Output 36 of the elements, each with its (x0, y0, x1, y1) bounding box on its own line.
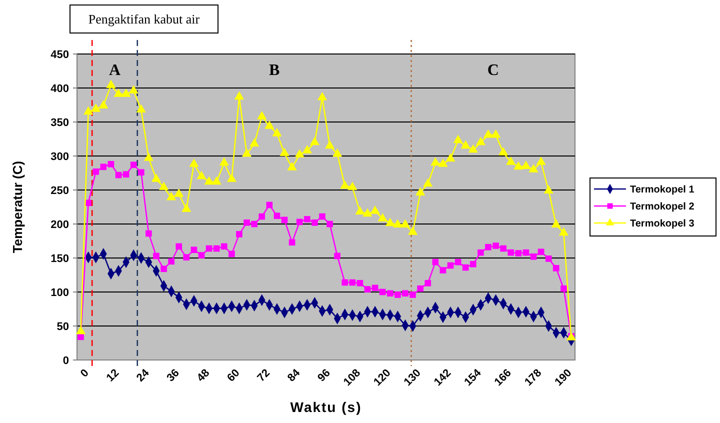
y-tick-label: 0 (62, 354, 69, 367)
y-tick-label: 400 (50, 82, 69, 95)
x-tick-label: 142 (432, 367, 454, 389)
x-tick-label: 84 (285, 366, 304, 384)
x-axis-title: Waktu (s) (290, 399, 362, 415)
y-tick-label: 100 (50, 286, 69, 299)
text: Pengaktifan kabut air (88, 12, 200, 27)
x-tick-label: 24 (134, 366, 152, 384)
x-tick-label: 154 (462, 366, 484, 389)
y-tick-label: 50 (56, 320, 69, 333)
y-axis-title: Temperatur (C) (10, 160, 25, 254)
y-tick-label: 200 (50, 218, 69, 231)
x-tick-label: 120 (372, 367, 394, 389)
annotation: A (108, 62, 121, 79)
legend-label: Termokopel 3 (630, 218, 695, 230)
x-tick-label: 166 (492, 367, 514, 389)
x-tick-label: 96 (316, 367, 333, 384)
y-tick-label: 350 (50, 116, 69, 129)
x-tick-label: 108 (342, 367, 363, 389)
y-tick-label: 250 (50, 184, 69, 197)
annotation: C (487, 62, 499, 79)
x-tick-label: 0 (78, 367, 92, 380)
y-tick-label: 150 (50, 252, 69, 265)
x-tick-label: 178 (522, 367, 544, 389)
x-tick-label: 72 (255, 367, 272, 384)
annotation: B (268, 62, 280, 79)
legend-label: Termokopel 2 (630, 202, 695, 212)
x-tick-label: 12 (104, 367, 122, 384)
legend-label: Termokopel 1 (630, 184, 695, 196)
x-tick-label: 190 (552, 367, 574, 389)
y-tick-label: 300 (50, 150, 69, 163)
x-tick-label: 130 (402, 367, 424, 389)
y-tick-label: 450 (50, 48, 69, 61)
x-tick-label: 36 (164, 367, 182, 384)
x-tick-label: 60 (225, 367, 242, 384)
x-tick-label: 48 (194, 367, 212, 384)
